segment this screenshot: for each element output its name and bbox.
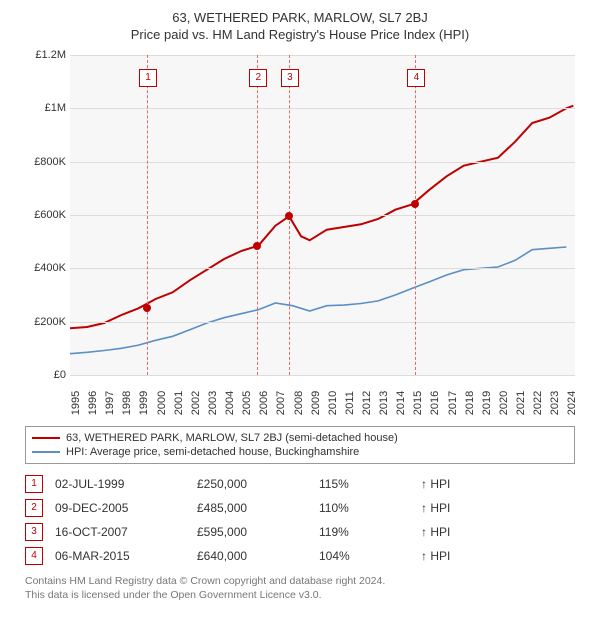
transaction-guide: 4: [415, 55, 416, 375]
x-axis-label: 2003: [207, 391, 219, 415]
attribution-line-1: Contains HM Land Registry data © Crown c…: [25, 574, 575, 588]
x-axis-label: 2020: [498, 391, 510, 415]
y-axis-label: £200K: [22, 316, 66, 328]
x-axis-label: 2014: [395, 391, 407, 415]
x-axis-label: 1996: [87, 391, 99, 415]
series-hpi: [70, 247, 566, 354]
transaction-pct: 104%: [319, 549, 409, 563]
legend-swatch: [32, 437, 60, 439]
gridline: [70, 108, 575, 109]
transactions-table: 1 02-JUL-1999 £250,000 115% ↑ HPI 2 09-DEC-200…: [25, 472, 575, 568]
transaction-badge: 3: [281, 69, 299, 87]
price-chart: £0 £200K £400K £600K £800K £1M £1.2M 1995 1996 19…: [20, 50, 580, 420]
x-axis-label: 2010: [327, 391, 339, 415]
gridline: [70, 268, 575, 269]
legend-swatch: [32, 451, 60, 453]
chart-legend: 63, WETHERED PARK, MARLOW, SL7 2BJ (semi…: [25, 426, 575, 464]
x-axis-label: 2015: [412, 391, 424, 415]
transaction-price: £640,000: [197, 549, 307, 563]
x-axis-label: 2012: [361, 391, 373, 415]
legend-item: HPI: Average price, semi-detached house,…: [32, 445, 568, 459]
transaction-pct: 110%: [319, 501, 409, 515]
y-axis-label: £800K: [22, 156, 66, 168]
transaction-guide: 1: [147, 55, 148, 375]
x-axis-label: 2001: [173, 391, 185, 415]
gridline: [70, 322, 575, 323]
transaction-pct: 115%: [319, 477, 409, 491]
x-axis-label: 2004: [224, 391, 236, 415]
y-axis-label: £400K: [22, 262, 66, 274]
series-property: [70, 106, 573, 329]
x-axis-label: 2009: [310, 391, 322, 415]
transaction-hpi-suffix: ↑ HPI: [421, 549, 450, 563]
x-axis-label: 2007: [275, 391, 287, 415]
transaction-price: £485,000: [197, 501, 307, 515]
transaction-row: 4 06-MAR-2015 £640,000 104% ↑ HPI: [25, 544, 575, 568]
x-axis-label: 1999: [138, 391, 150, 415]
x-axis-label: 2023: [549, 391, 561, 415]
x-axis-label: 2000: [156, 391, 168, 415]
x-axis-label: 2024: [566, 391, 578, 415]
transaction-hpi-suffix: ↑ HPI: [421, 525, 450, 539]
transaction-row: 1 02-JUL-1999 £250,000 115% ↑ HPI: [25, 472, 575, 496]
transaction-date: 06-MAR-2015: [55, 549, 185, 563]
transaction-hpi-suffix: ↑ HPI: [421, 477, 450, 491]
transaction-price: £250,000: [197, 477, 307, 491]
x-axis-label: 2022: [532, 391, 544, 415]
legend-label: 63, WETHERED PARK, MARLOW, SL7 2BJ (semi…: [66, 432, 398, 444]
transaction-row: 2 09-DEC-2005 £485,000 110% ↑ HPI: [25, 496, 575, 520]
x-axis-label: 2013: [378, 391, 390, 415]
transaction-date: 09-DEC-2005: [55, 501, 185, 515]
transaction-guide: 2: [257, 55, 258, 375]
transaction-marker: [285, 212, 293, 220]
transaction-date: 16-OCT-2007: [55, 525, 185, 539]
x-axis-label: 2019: [481, 391, 493, 415]
transaction-badge: 2: [25, 499, 43, 517]
x-axis-label: 2021: [515, 391, 527, 415]
transaction-price: £595,000: [197, 525, 307, 539]
attribution-text: Contains HM Land Registry data © Crown c…: [25, 574, 575, 602]
y-axis-label: £0: [22, 369, 66, 381]
x-axis-label: 2005: [241, 391, 253, 415]
transaction-badge: 4: [25, 547, 43, 565]
transaction-badge: 2: [249, 69, 267, 87]
x-axis-label: 2008: [293, 391, 305, 415]
y-axis-label: £1.2M: [22, 49, 66, 61]
transaction-badge: 1: [139, 69, 157, 87]
x-axis-label: 2011: [344, 391, 356, 415]
x-axis-label: 1998: [121, 391, 133, 415]
x-axis-label: 2016: [429, 391, 441, 415]
x-axis-label: 2018: [464, 391, 476, 415]
gridline: [70, 55, 575, 56]
y-axis-label: £600K: [22, 209, 66, 221]
legend-label: HPI: Average price, semi-detached house,…: [66, 446, 359, 458]
transaction-marker: [253, 242, 261, 250]
transaction-badge: 4: [407, 69, 425, 87]
x-axis-label: 1995: [70, 391, 82, 415]
gridline: [70, 215, 575, 216]
transaction-date: 02-JUL-1999: [55, 477, 185, 491]
attribution-line-2: This data is licensed under the Open Gov…: [25, 588, 575, 602]
transaction-pct: 119%: [319, 525, 409, 539]
plot-area: £0£200K£400K£600K£800K£1M£1.2M1995199619…: [70, 55, 575, 375]
page-title: 63, WETHERED PARK, MARLOW, SL7 2BJ: [10, 10, 590, 25]
legend-item: 63, WETHERED PARK, MARLOW, SL7 2BJ (semi…: [32, 431, 568, 445]
y-axis-label: £1M: [22, 102, 66, 114]
gridline: [70, 375, 575, 376]
transaction-row: 3 16-OCT-2007 £595,000 119% ↑ HPI: [25, 520, 575, 544]
x-axis-label: 2006: [258, 391, 270, 415]
transaction-marker: [143, 304, 151, 312]
page-subtitle: Price paid vs. HM Land Registry's House …: [10, 27, 590, 42]
x-axis-label: 2002: [190, 391, 202, 415]
transaction-badge: 1: [25, 475, 43, 493]
x-axis-label: 1997: [104, 391, 116, 415]
transaction-badge: 3: [25, 523, 43, 541]
transaction-marker: [411, 200, 419, 208]
transaction-hpi-suffix: ↑ HPI: [421, 501, 450, 515]
gridline: [70, 162, 575, 163]
x-axis-label: 2017: [447, 391, 459, 415]
